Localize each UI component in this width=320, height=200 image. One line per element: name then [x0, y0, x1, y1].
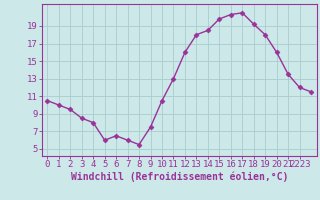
X-axis label: Windchill (Refroidissement éolien,°C): Windchill (Refroidissement éolien,°C)	[70, 172, 288, 182]
